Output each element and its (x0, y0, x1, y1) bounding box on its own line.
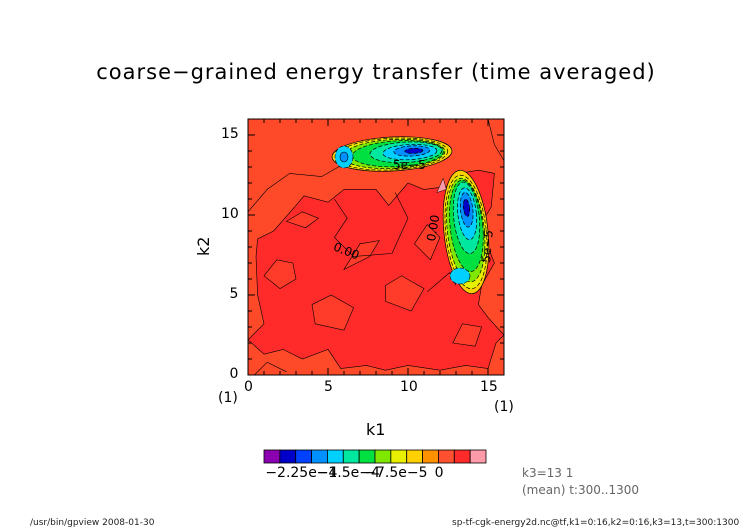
colorbar-swatch (279, 449, 297, 464)
k3-annotation: k3=13 1 (522, 466, 574, 480)
contour-line (311, 294, 354, 331)
contour-level (339, 151, 349, 163)
contour-level (404, 147, 424, 154)
y-axis-label: k2 (194, 236, 213, 256)
colorbar-swatch (263, 449, 281, 464)
y-tick-label: 5 (229, 286, 239, 302)
x-tick-label: 5 (324, 379, 333, 395)
contour-label: 5e−5 (393, 158, 426, 172)
colorbar-tick-label: 0 (434, 465, 444, 481)
colorbar-swatch (453, 449, 471, 464)
colorbar-swatch (358, 449, 376, 464)
colorbar-swatch (295, 449, 312, 464)
positive-patch (436, 177, 447, 194)
contour-line (334, 192, 409, 257)
x-tick-label: 15 (480, 379, 498, 395)
y-tick-label: 0 (229, 366, 239, 382)
colorbar-swatch (374, 449, 392, 464)
contour-label: 5e−5 (479, 229, 496, 264)
colorbar-tick-label: −2.25e−4 (265, 465, 338, 481)
mean-annotation: (mean) t:300..1300 (522, 483, 640, 497)
contour-line (285, 211, 320, 229)
contour-line (487, 118, 505, 161)
colorbar-tick-label: −7.5e−5 (364, 465, 428, 481)
colorbar-swatch (469, 449, 487, 464)
contour-line (452, 323, 482, 347)
colorbar-tick-label: −1.5e−4 (316, 465, 380, 481)
y-unit-label: (1) (218, 390, 238, 406)
footer-right: sp-tf-cgk-energy2d.nc@tf,k1=0:16,k2=0:16… (452, 518, 740, 528)
contour-line (414, 224, 441, 261)
plot-area (247, 118, 505, 376)
contour-line (247, 163, 345, 212)
contour-line (385, 275, 425, 312)
colorbar-swatch (422, 449, 439, 464)
axes (247, 118, 505, 376)
contour-level (449, 267, 471, 285)
contour-level (462, 198, 471, 217)
contour-line (263, 259, 297, 289)
x-axis-label: k1 (366, 420, 386, 439)
contour-line (343, 240, 380, 271)
colorbar (263, 449, 487, 464)
colorbar-swatch (390, 449, 408, 464)
y-tick-label: 10 (221, 206, 239, 222)
colorbar-swatch (311, 449, 328, 464)
negative-lobe-horizontal (331, 136, 453, 172)
chart-title: coarse−grained energy transfer (time ave… (96, 60, 656, 84)
contour-line (254, 361, 287, 376)
footer-left: /usr/bin/gpview 2008-01-30 (30, 518, 155, 528)
colorbar-swatch (342, 449, 360, 464)
negative-lobe-vertical (442, 169, 490, 295)
colorbar-swatch (406, 449, 423, 464)
x-unit-label: (1) (494, 399, 514, 415)
y-tick-label: 15 (221, 126, 239, 142)
x-tick-label: 10 (400, 379, 418, 395)
colorbar-swatch (438, 449, 455, 464)
colorbar-swatch (327, 449, 344, 464)
x-tick-label: 0 (244, 379, 253, 395)
